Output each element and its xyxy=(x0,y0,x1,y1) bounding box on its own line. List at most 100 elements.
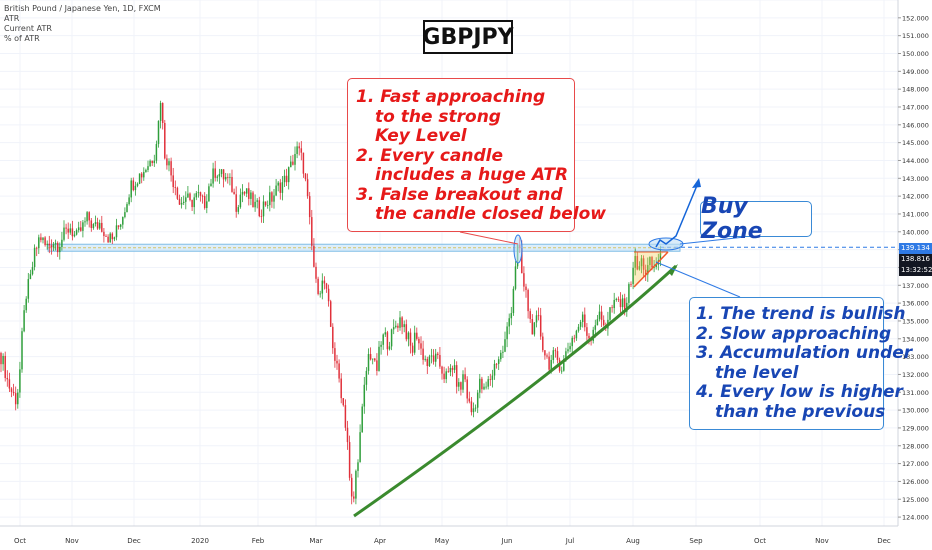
red-note-line: to the strong xyxy=(375,106,501,127)
candle-body xyxy=(243,191,246,194)
candle-body xyxy=(161,103,164,123)
candle-body xyxy=(336,360,338,364)
blue-note-line: 2. Slow approaching xyxy=(696,323,892,344)
candle-body xyxy=(332,326,334,349)
candle-body xyxy=(413,332,416,353)
candle-body xyxy=(546,355,548,357)
candle-body xyxy=(525,286,527,290)
candle-body xyxy=(180,202,183,205)
candle-body xyxy=(132,180,135,191)
candle-body xyxy=(504,339,506,352)
price-tick-label: 148.000 xyxy=(902,86,929,94)
candle-body xyxy=(411,345,414,353)
candle-body xyxy=(544,350,546,356)
candle-body xyxy=(621,298,624,308)
candle-body xyxy=(227,176,229,178)
price-tick-label: 136.000 xyxy=(902,300,929,308)
candle-body xyxy=(495,363,498,365)
candle-body xyxy=(567,349,569,352)
price-tick-label: 127.000 xyxy=(902,460,929,468)
candle-body xyxy=(563,359,565,371)
candle-body xyxy=(113,237,116,240)
candle-body xyxy=(497,359,500,364)
candle-body xyxy=(128,197,130,205)
candle-body xyxy=(279,182,282,193)
candle-body xyxy=(443,373,445,380)
buy-zone-label: Buy Zone xyxy=(700,194,812,244)
candle-body xyxy=(136,183,139,186)
projection-arrowhead xyxy=(692,178,701,188)
time-tick-label: Oct xyxy=(14,537,26,545)
candle-body xyxy=(21,331,23,370)
candle-body xyxy=(556,351,559,360)
candle-body xyxy=(529,311,531,320)
candle-body xyxy=(453,365,456,370)
candle-body xyxy=(17,392,19,405)
legend-current-atr-line: Current ATR xyxy=(4,24,52,33)
candle-body xyxy=(315,266,317,279)
candle-body xyxy=(170,161,172,176)
candle-body xyxy=(470,401,473,413)
candle-body xyxy=(119,224,122,227)
candle-body xyxy=(69,228,72,233)
candle-body xyxy=(65,227,67,229)
candle-body xyxy=(149,160,151,167)
candle-body xyxy=(386,332,389,350)
candle-body xyxy=(361,406,363,433)
candle-body xyxy=(369,354,372,360)
candle-body xyxy=(579,322,582,327)
candle-body xyxy=(575,330,578,339)
candle-body xyxy=(476,392,479,408)
candle-body xyxy=(14,393,17,405)
red-note-line: 3. False breakout and xyxy=(356,184,563,205)
candle-body xyxy=(325,283,328,289)
candle-body xyxy=(155,144,158,161)
candle-body xyxy=(355,470,357,499)
candle-body xyxy=(527,289,529,312)
price-tick-label: 141.000 xyxy=(902,210,929,218)
candle-body xyxy=(185,197,187,202)
candle-body xyxy=(266,205,269,206)
candle-body xyxy=(281,182,284,193)
candle-body xyxy=(485,386,487,388)
candle-body xyxy=(71,228,74,237)
candle-body xyxy=(296,146,298,154)
candle-body xyxy=(294,153,296,165)
candle-body xyxy=(75,230,78,235)
candle-body xyxy=(35,247,38,249)
candle-body xyxy=(126,204,128,213)
candle-body xyxy=(350,477,353,497)
price-tick-label: 149.000 xyxy=(902,68,929,76)
candle-body xyxy=(600,311,603,320)
candle-body xyxy=(140,173,143,178)
candle-body xyxy=(594,325,597,330)
candle-body xyxy=(59,247,61,253)
candle-body xyxy=(634,255,636,268)
candle-body xyxy=(52,244,55,248)
red-note-box: 1. Fast approaching to the strong Key Leve… xyxy=(347,78,606,232)
candle-body xyxy=(101,222,103,232)
candle-body xyxy=(548,356,550,370)
candle-body xyxy=(229,176,231,178)
candle-body xyxy=(277,182,279,186)
candle-body xyxy=(642,258,645,270)
candle-body xyxy=(384,332,387,335)
candle-body xyxy=(304,173,307,180)
price-tick-label: 132.000 xyxy=(902,371,929,379)
candle-body xyxy=(248,188,250,199)
candle-body xyxy=(405,324,408,340)
candle-body xyxy=(489,379,492,380)
candle-body xyxy=(143,172,145,178)
candle-body xyxy=(302,152,305,174)
candle-body xyxy=(376,360,378,371)
candle-body xyxy=(628,284,630,303)
candle-body xyxy=(598,311,601,320)
candle-body xyxy=(231,176,233,192)
candle-body xyxy=(130,180,132,198)
legend-pct-atr-line: % of ATR xyxy=(4,34,40,43)
price-tick-label: 128.000 xyxy=(902,442,929,450)
symbol-title: GBPJPY xyxy=(422,20,514,54)
candle-body xyxy=(479,378,481,393)
candle-body xyxy=(10,388,13,392)
